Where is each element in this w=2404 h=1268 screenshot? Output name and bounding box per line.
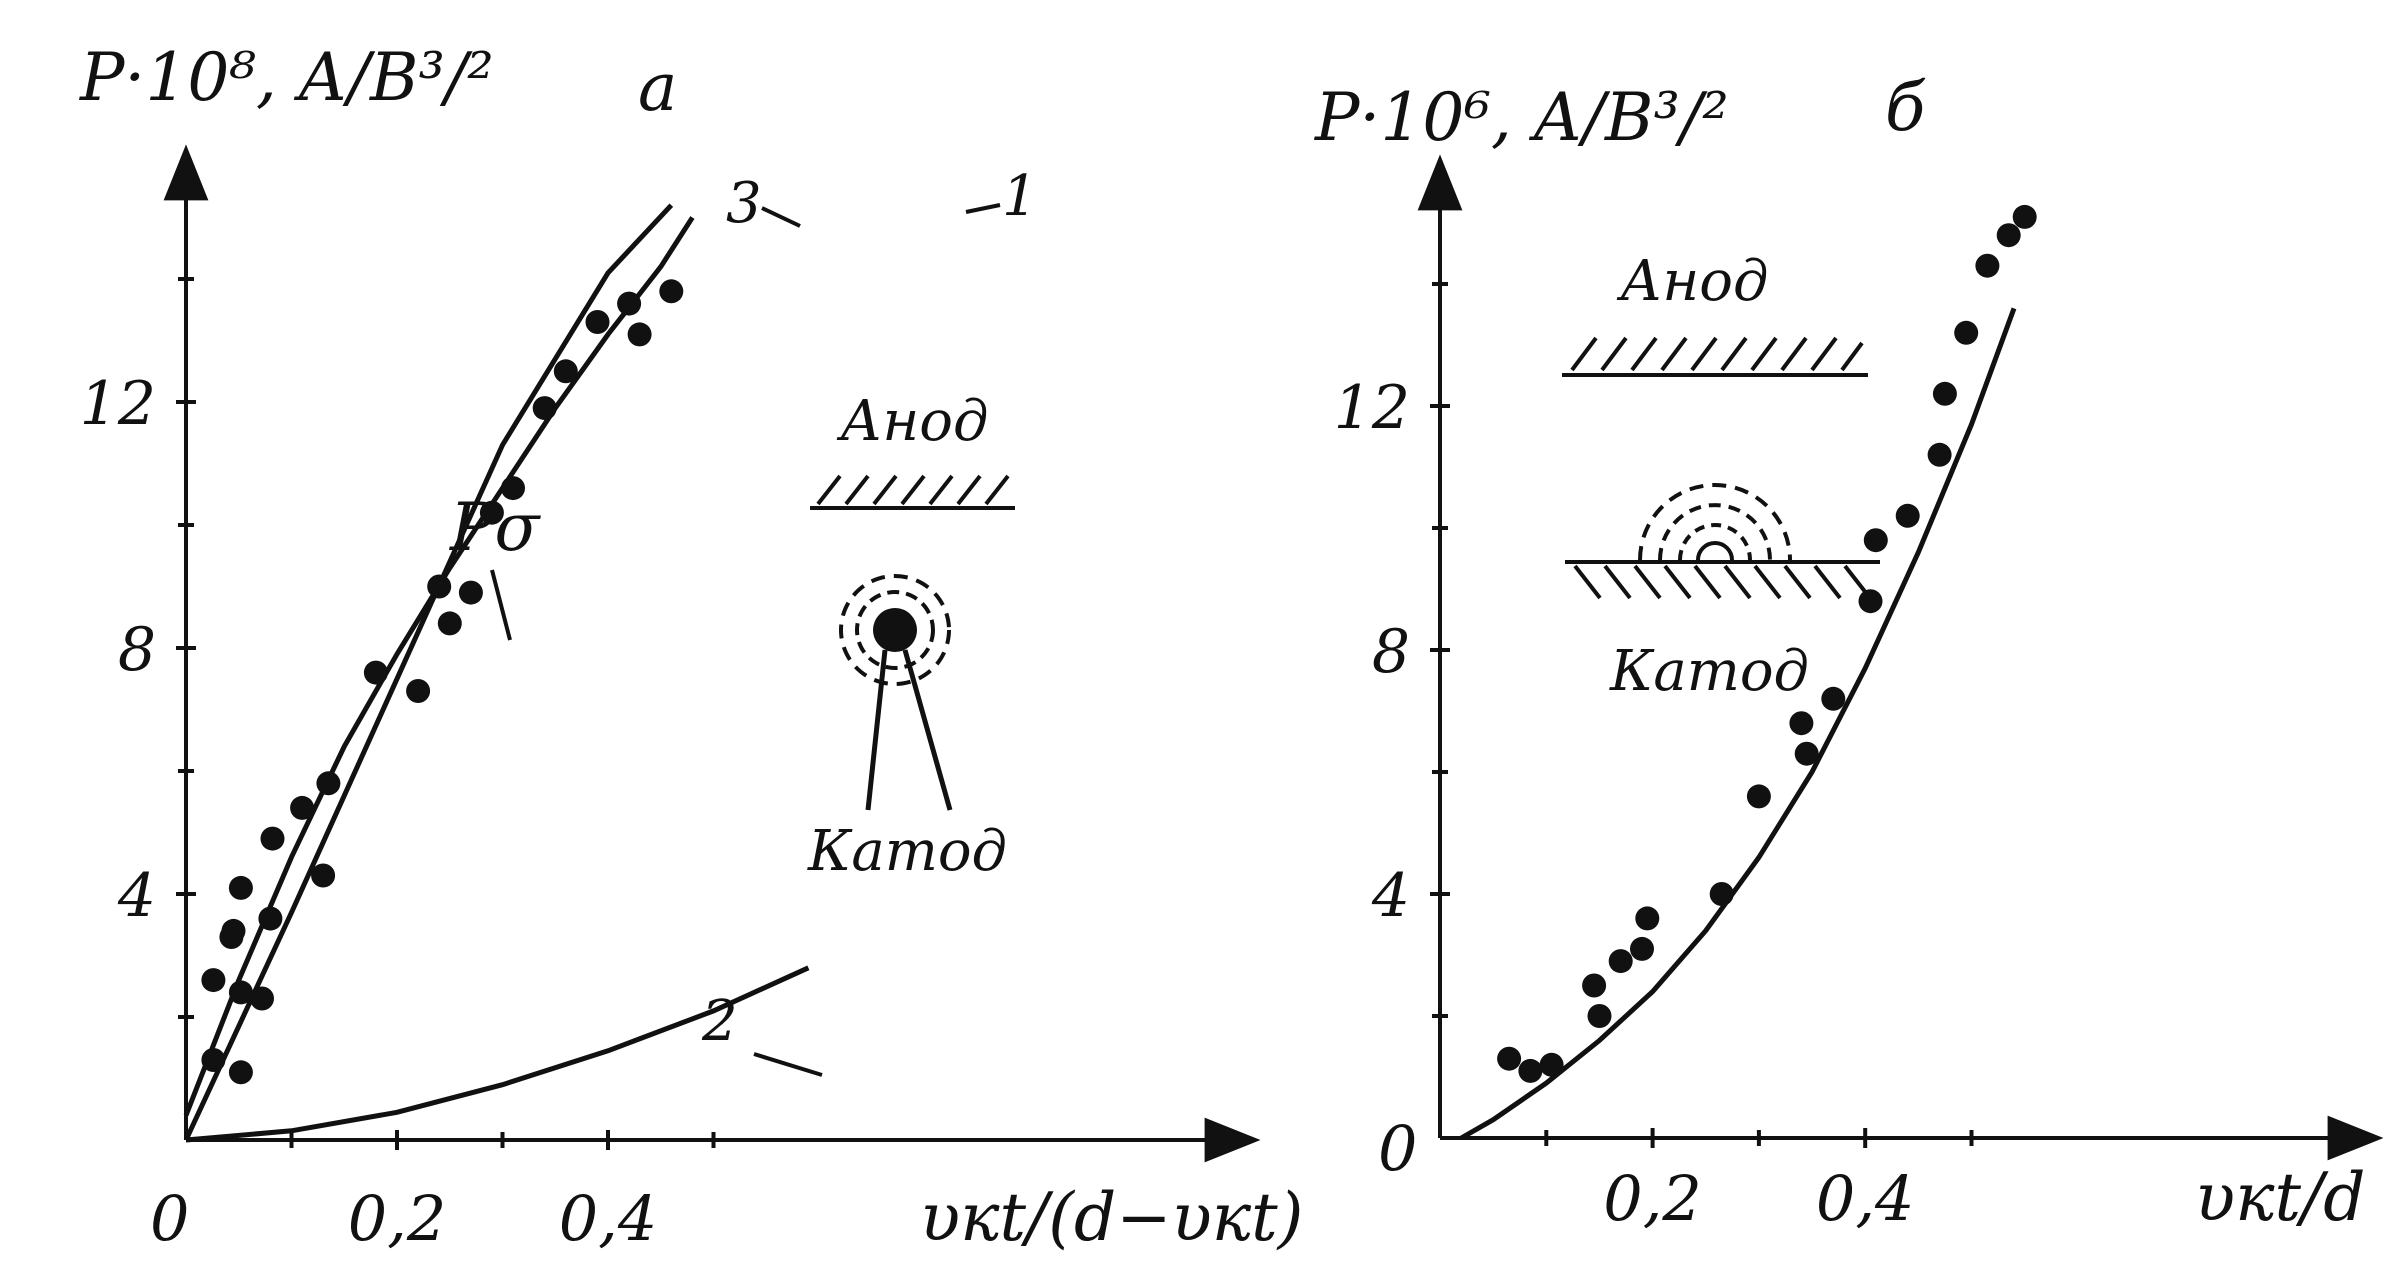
- panel-a-data-point: [290, 795, 315, 820]
- panel-a-label: a: [638, 49, 677, 126]
- panel-a-data-point: [228, 875, 253, 900]
- panel-a-anode-label: Анод: [836, 389, 989, 454]
- panel-b-data-point: [1582, 973, 1607, 998]
- panel-b-data-point: [1858, 589, 1883, 614]
- panel-a-x-tick-label: 0,4: [559, 1182, 658, 1255]
- panel-a-y-label: P·10⁸, А/В³/²: [79, 39, 494, 116]
- panel-a-cathode-label: Катод: [807, 819, 1007, 884]
- panel-a-curve-1-leader: [965, 203, 1001, 214]
- panel-a-data-point: [501, 476, 525, 501]
- panel-a-data-point: [406, 679, 431, 703]
- panel-a-y-tick-label: 4: [117, 861, 156, 931]
- panel-b-data-point: [1895, 503, 1920, 528]
- panel-b-data-point: [1863, 528, 1888, 553]
- panel-b-data-point: [1975, 253, 2000, 278]
- panel-a-data-point: [260, 826, 285, 851]
- panel-b-data-point: [1996, 223, 2021, 248]
- panel-b-y-tick-label: 8: [1372, 617, 1410, 687]
- panel-b-data-point: [1635, 906, 1660, 931]
- panel-a-curve-label-2: 2: [701, 989, 738, 1054]
- panel-b-x-tick-label: 0,2: [1603, 1162, 1702, 1235]
- panel-a-data-point: [311, 863, 336, 888]
- panel-a-p-sigma-label: Pσ: [449, 489, 541, 566]
- panel-a-data-point: [258, 906, 283, 931]
- panel-b-data-point: [1709, 882, 1734, 906]
- panel-b-y-label: P·10⁶, А/В³/²: [1314, 79, 1729, 156]
- panel-a-data-point: [427, 574, 452, 599]
- panel-a-curve-2-leader: [753, 1052, 823, 1077]
- panel-b-data-point: [1497, 1046, 1522, 1071]
- panel-a-data-point: [458, 580, 483, 605]
- panel-a-data-point: [627, 322, 652, 347]
- panel-b-data-point: [1927, 442, 1952, 467]
- panel-b-origin-label: 0: [1378, 1112, 1417, 1185]
- panel-b-data-point: [1789, 711, 1814, 736]
- panel-b-data-point: [2012, 204, 2037, 229]
- panel-b-cathode-label: Катод: [1609, 639, 1809, 704]
- panel-b-data-point: [1746, 784, 1771, 809]
- panel-a-y-tick-label: 8: [118, 615, 156, 685]
- panel-a-data-point: [659, 279, 684, 304]
- panel-b-anode-label: Анод: [1616, 249, 1769, 314]
- panel-b-data-point: [1518, 1058, 1543, 1083]
- panel-a-curve-3: [183, 203, 674, 1142]
- panel-a-data-point: [437, 611, 462, 636]
- panel-b-label: б: [1885, 69, 1926, 146]
- panel-b-data-point: [1932, 381, 1957, 406]
- panel-a-curve-3-leader: [761, 206, 801, 228]
- panel-a-data-point: [553, 359, 578, 384]
- panel-a-anode-plate: [810, 474, 1015, 510]
- panel-b-data-point: [1587, 1004, 1612, 1028]
- panel-a-curve-label-1: 1: [1002, 164, 1038, 229]
- panel-a-p-sigma-leader: [490, 569, 512, 641]
- panel-a-data-point: [585, 310, 610, 334]
- panel-a-x-label: υкt/(d−υкt): [920, 1179, 1303, 1256]
- panel-b: 4 8 12 0,2 0,4 P·10⁶, А/В³/² б υкt/d 0 Анод: [1314, 69, 2384, 1236]
- panel-b-y-tick-label: 12: [1334, 373, 1410, 443]
- panel-a-cathode-needle: [839, 574, 953, 811]
- panel-a-data-point: [532, 396, 557, 421]
- panel-b-x-label: υкt/d: [2195, 1159, 2366, 1236]
- panel-b-data-point: [1630, 936, 1654, 961]
- panel-a-data-point: [363, 660, 388, 685]
- panel-b-data-point: [1539, 1052, 1564, 1077]
- panel-a-data-point: [228, 1060, 253, 1085]
- panel-b-data-point: [1608, 949, 1633, 974]
- panel-a-curve-label-3: 3: [726, 171, 762, 236]
- panel-a-data-point: [221, 918, 246, 943]
- panel-a-data-point: [228, 980, 253, 1005]
- panel-a-data-point: [201, 968, 226, 993]
- panel-a-y-tick-label: 12: [80, 369, 156, 439]
- panel-a-data-point: [250, 986, 274, 1011]
- panel-b-cathode-plate: [1565, 483, 1880, 600]
- panel-a-x-tick-label: 0,2: [348, 1182, 447, 1255]
- panel-b-anode-plate: [1562, 336, 1868, 377]
- panel-b-curve-1: [1460, 307, 2017, 1141]
- panel-a-data-point: [201, 1048, 226, 1072]
- panel-b-data-point: [1954, 320, 1979, 345]
- panel-a-data-point: [316, 771, 341, 796]
- panel-a-data-point: [617, 291, 642, 316]
- panel-a-origin-label: 0: [150, 1182, 189, 1255]
- panel-a-curve-2: [185, 965, 810, 1143]
- panel-b-data-point: [1821, 686, 1846, 711]
- panel-b-y-tick-label: 4: [1371, 861, 1410, 931]
- panel-b-data-point: [1794, 741, 1819, 766]
- panel-b-x-tick-label: 0,4: [1816, 1162, 1915, 1235]
- panel-a-data-point: [479, 500, 504, 525]
